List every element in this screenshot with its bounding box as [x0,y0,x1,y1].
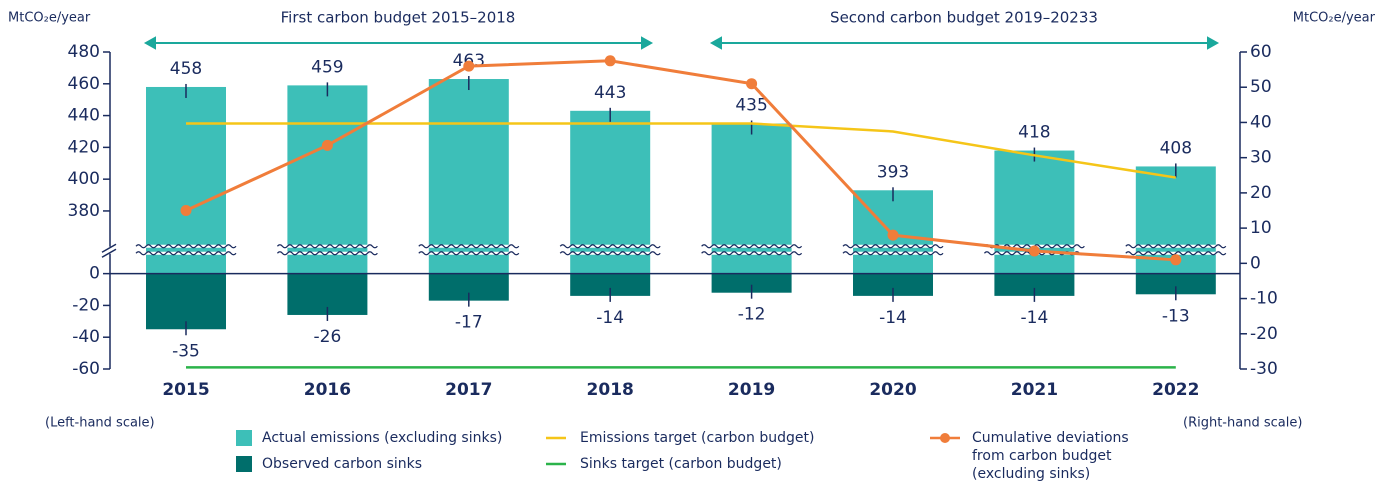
legend-label: Actual emissions (excluding sinks) [262,430,503,446]
break-wave [418,251,520,256]
bar [711,123,792,274]
y2-tick-label: 0 [1250,253,1261,273]
data-label: 459 [311,57,343,77]
line-marker [1170,254,1182,266]
x-tick-label: 2020 [869,380,916,400]
bar [853,273,933,296]
break-wave [842,251,944,256]
bar [570,273,651,296]
line-marker [463,60,475,72]
data-label: -14 [879,308,907,328]
break-wave [701,244,803,249]
x-tick-label: 2016 [304,380,351,400]
break-wave [559,244,661,249]
x-tick-label: 2015 [162,380,209,400]
y-tick-label: 0 [89,264,100,284]
data-label: -12 [738,305,766,325]
bar [287,85,368,274]
y-axis-label: MtCO₂e/year [8,11,91,26]
break-wave [842,244,944,249]
data-label: 393 [877,162,909,182]
bar [1135,273,1216,295]
y2-tick-label: -10 [1250,289,1278,309]
legend-label: Cumulative deviations from carbon budget… [972,430,1129,482]
bar [570,110,651,274]
scale-note: (Right-hand scale) [1183,416,1302,431]
annotation: First carbon budget 2015–2018 [281,9,516,27]
data-label: 435 [735,96,767,116]
y2-tick-label: -30 [1250,359,1278,379]
annotation: Second carbon budget 2019–20233 [830,9,1098,27]
data-label: -14 [1021,308,1049,328]
y2-tick-label: 30 [1250,148,1272,168]
break-wave [276,251,378,256]
y-tick-label: -60 [72,359,100,379]
x-tick-label: 2017 [445,380,492,400]
y-tick-label: 460 [68,74,100,94]
bar [146,86,226,274]
data-label: -35 [172,341,200,361]
legend-label: Observed carbon sinks [262,456,423,472]
data-label: -13 [1162,306,1190,326]
bar [994,273,1075,296]
y2-tick-label: -20 [1250,324,1278,344]
legend-swatch [236,430,252,446]
y2-tick-label: 60 [1250,42,1272,62]
line-marker [604,55,616,67]
y-tick-label: 420 [68,137,100,157]
y-tick-label: 480 [68,42,100,62]
data-label: 418 [1018,123,1050,143]
data-label: -17 [455,313,483,333]
line-marker [180,205,192,216]
break-wave [559,251,661,256]
break-wave [418,244,520,249]
data-label: 408 [1160,138,1192,158]
break-wave [1125,244,1227,249]
legend-label: Sinks target (carbon budget) [580,456,782,472]
break-wave [1125,251,1227,256]
break-wave [701,251,803,256]
line-series [186,122,1176,179]
bar [711,273,792,293]
y-tick-label: 380 [68,201,100,221]
data-label: -26 [314,327,342,347]
x-tick-label: 2019 [728,380,775,400]
y2-tick-label: 20 [1250,183,1272,203]
legend-swatch [236,456,252,472]
scale-note: (Left-hand scale) [45,416,155,431]
y-tick-label: 440 [68,106,100,126]
bar [146,273,226,330]
legend-swatch [940,433,950,443]
bar [428,79,509,274]
y2-tick-label: 10 [1250,218,1272,238]
y2-axis-label: MtCO₂e/year [1293,11,1376,26]
axis-break [101,243,117,258]
line-series [185,59,1176,262]
y2-tick-label: 40 [1250,112,1272,132]
y-tick-label: -20 [72,295,100,315]
y-tick-label: -40 [72,327,100,347]
line-marker [746,78,758,90]
x-tick-label: 2021 [1011,380,1058,400]
data-label: 443 [594,83,626,103]
data-label: 458 [170,59,202,79]
y2-tick-label: 50 [1250,77,1272,97]
line-marker [321,139,333,151]
x-tick-label: 2022 [1152,380,1199,400]
break-wave [135,244,237,249]
line-marker [887,229,899,241]
legend-label: Emissions target (carbon budget) [580,430,815,446]
y-tick-label: 400 [68,169,100,189]
x-tick-label: 2018 [587,380,634,400]
data-label: -14 [596,308,624,328]
line-marker [1028,245,1040,257]
break-wave [276,244,378,249]
budget-arrows [143,36,1220,50]
break-wave [135,251,237,256]
